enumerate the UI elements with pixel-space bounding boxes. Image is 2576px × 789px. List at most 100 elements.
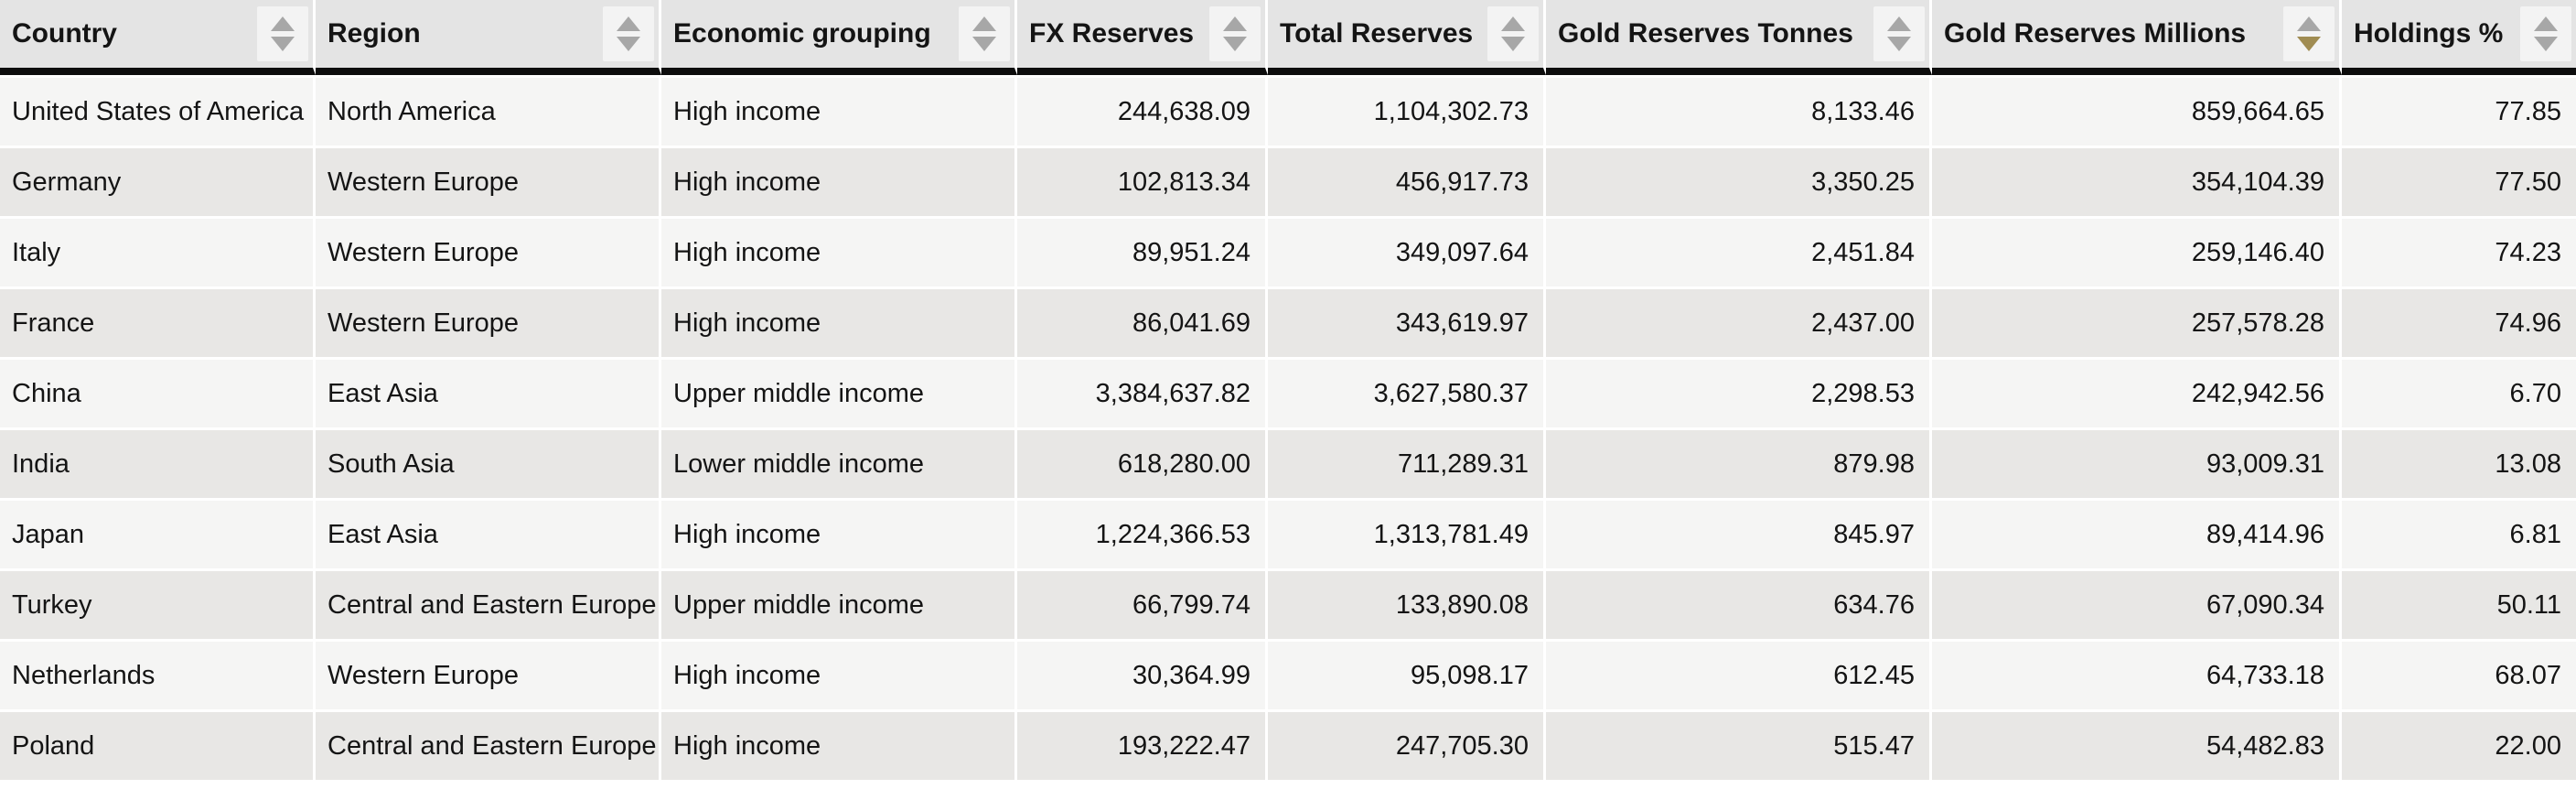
cell-gold-tonnes: 3,350.25	[1546, 146, 1932, 216]
cell-gold-millions: 259,146.40	[1932, 216, 2342, 286]
table-body: United States of America North America H…	[0, 75, 2576, 780]
cell-country: Netherlands	[0, 639, 316, 709]
cell-total-reserves: 247,705.30	[1268, 709, 1546, 780]
cell-economic-grouping: Upper middle income	[661, 568, 1017, 639]
sort-asc-arrow-icon	[2297, 16, 2321, 31]
cell-gold-tonnes: 2,437.00	[1546, 286, 1932, 357]
cell-economic-grouping: High income	[661, 146, 1017, 216]
sort-desc-arrow-icon	[1501, 37, 1525, 51]
header-row: Country Region Economic grouping FX Rese…	[0, 0, 2576, 75]
cell-fx-reserves: 1,224,366.53	[1017, 498, 1268, 568]
cell-gold-tonnes: 515.47	[1546, 709, 1932, 780]
column-header-region[interactable]: Region	[316, 0, 661, 75]
cell-gold-tonnes: 612.45	[1546, 639, 1932, 709]
column-label-country: Country	[12, 18, 117, 49]
column-header-holdings-pct[interactable]: Holdings %	[2342, 0, 2576, 75]
column-header-country[interactable]: Country	[0, 0, 316, 75]
cell-total-reserves: 3,627,580.37	[1268, 357, 1546, 427]
cell-holdings-pct: 77.85	[2342, 75, 2576, 146]
cell-fx-reserves: 3,384,637.82	[1017, 357, 1268, 427]
cell-holdings-pct: 68.07	[2342, 639, 2576, 709]
table-row: United States of America North America H…	[0, 75, 2576, 146]
cell-fx-reserves: 66,799.74	[1017, 568, 1268, 639]
sort-desc-arrow-icon	[1223, 37, 1247, 51]
sort-icon[interactable]	[959, 6, 1010, 61]
cell-region: South Asia	[316, 427, 661, 498]
sort-icon[interactable]	[2520, 6, 2571, 61]
cell-gold-millions: 93,009.31	[1932, 427, 2342, 498]
table-row: Turkey Central and Eastern Europe Upper …	[0, 568, 2576, 639]
column-header-gold-reserves-millions[interactable]: Gold Reserves Millions	[1932, 0, 2342, 75]
cell-economic-grouping: High income	[661, 709, 1017, 780]
cell-gold-millions: 67,090.34	[1932, 568, 2342, 639]
cell-gold-millions: 54,482.83	[1932, 709, 2342, 780]
table-row: Germany Western Europe High income 102,8…	[0, 146, 2576, 216]
cell-holdings-pct: 50.11	[2342, 568, 2576, 639]
cell-economic-grouping: Lower middle income	[661, 427, 1017, 498]
cell-holdings-pct: 74.23	[2342, 216, 2576, 286]
cell-country: United States of America	[0, 75, 316, 146]
cell-country: Japan	[0, 498, 316, 568]
column-label-economic-grouping: Economic grouping	[673, 18, 931, 49]
cell-country: China	[0, 357, 316, 427]
cell-gold-tonnes: 2,298.53	[1546, 357, 1932, 427]
cell-total-reserves: 343,619.97	[1268, 286, 1546, 357]
sort-icon[interactable]	[603, 6, 654, 61]
cell-region: Western Europe	[316, 639, 661, 709]
cell-total-reserves: 133,890.08	[1268, 568, 1546, 639]
table-header: Country Region Economic grouping FX Rese…	[0, 0, 2576, 75]
sort-icon-active[interactable]	[2283, 6, 2334, 61]
cell-country: Poland	[0, 709, 316, 780]
sort-desc-arrow-icon	[2297, 37, 2321, 51]
sort-asc-arrow-icon	[617, 16, 640, 31]
sort-desc-arrow-icon	[271, 37, 295, 51]
table-row: India South Asia Lower middle income 618…	[0, 427, 2576, 498]
cell-region: Central and Eastern Europe	[316, 568, 661, 639]
cell-gold-millions: 242,942.56	[1932, 357, 2342, 427]
cell-fx-reserves: 89,951.24	[1017, 216, 1268, 286]
sort-icon[interactable]	[1873, 6, 1925, 61]
table-row: France Western Europe High income 86,041…	[0, 286, 2576, 357]
column-label-holdings-pct: Holdings %	[2354, 18, 2504, 49]
cell-region: North America	[316, 75, 661, 146]
sort-icon[interactable]	[257, 6, 308, 61]
column-label-gold-reserves-millions: Gold Reserves Millions	[1944, 18, 2247, 49]
cell-fx-reserves: 102,813.34	[1017, 146, 1268, 216]
cell-country: France	[0, 286, 316, 357]
cell-country: India	[0, 427, 316, 498]
cell-gold-millions: 89,414.96	[1932, 498, 2342, 568]
cell-region: East Asia	[316, 357, 661, 427]
sort-icon[interactable]	[1209, 6, 1261, 61]
sort-desc-arrow-icon	[2534, 37, 2558, 51]
sort-icon[interactable]	[1487, 6, 1539, 61]
cell-economic-grouping: High income	[661, 216, 1017, 286]
cell-total-reserves: 95,098.17	[1268, 639, 1546, 709]
cell-holdings-pct: 13.08	[2342, 427, 2576, 498]
column-header-gold-reserves-tonnes[interactable]: Gold Reserves Tonnes	[1546, 0, 1932, 75]
sort-asc-arrow-icon	[2534, 16, 2558, 31]
cell-holdings-pct: 6.81	[2342, 498, 2576, 568]
cell-gold-tonnes: 845.97	[1546, 498, 1932, 568]
column-header-economic-grouping[interactable]: Economic grouping	[661, 0, 1017, 75]
cell-total-reserves: 1,313,781.49	[1268, 498, 1546, 568]
cell-total-reserves: 711,289.31	[1268, 427, 1546, 498]
cell-region: Western Europe	[316, 286, 661, 357]
cell-fx-reserves: 86,041.69	[1017, 286, 1268, 357]
column-header-total-reserves[interactable]: Total Reserves	[1268, 0, 1546, 75]
table-row: Netherlands Western Europe High income 3…	[0, 639, 2576, 709]
table-row: Poland Central and Eastern Europe High i…	[0, 709, 2576, 780]
sort-desc-arrow-icon	[1887, 37, 1911, 51]
cell-holdings-pct: 74.96	[2342, 286, 2576, 357]
column-label-gold-reserves-tonnes: Gold Reserves Tonnes	[1558, 18, 1853, 49]
table-row: China East Asia Upper middle income 3,38…	[0, 357, 2576, 427]
sort-asc-arrow-icon	[1223, 16, 1247, 31]
column-header-fx-reserves[interactable]: FX Reserves	[1017, 0, 1268, 75]
cell-gold-tonnes: 2,451.84	[1546, 216, 1932, 286]
cell-country: Italy	[0, 216, 316, 286]
cell-total-reserves: 349,097.64	[1268, 216, 1546, 286]
cell-region: Central and Eastern Europe	[316, 709, 661, 780]
cell-gold-millions: 859,664.65	[1932, 75, 2342, 146]
cell-fx-reserves: 618,280.00	[1017, 427, 1268, 498]
cell-gold-tonnes: 8,133.46	[1546, 75, 1932, 146]
cell-economic-grouping: High income	[661, 75, 1017, 146]
